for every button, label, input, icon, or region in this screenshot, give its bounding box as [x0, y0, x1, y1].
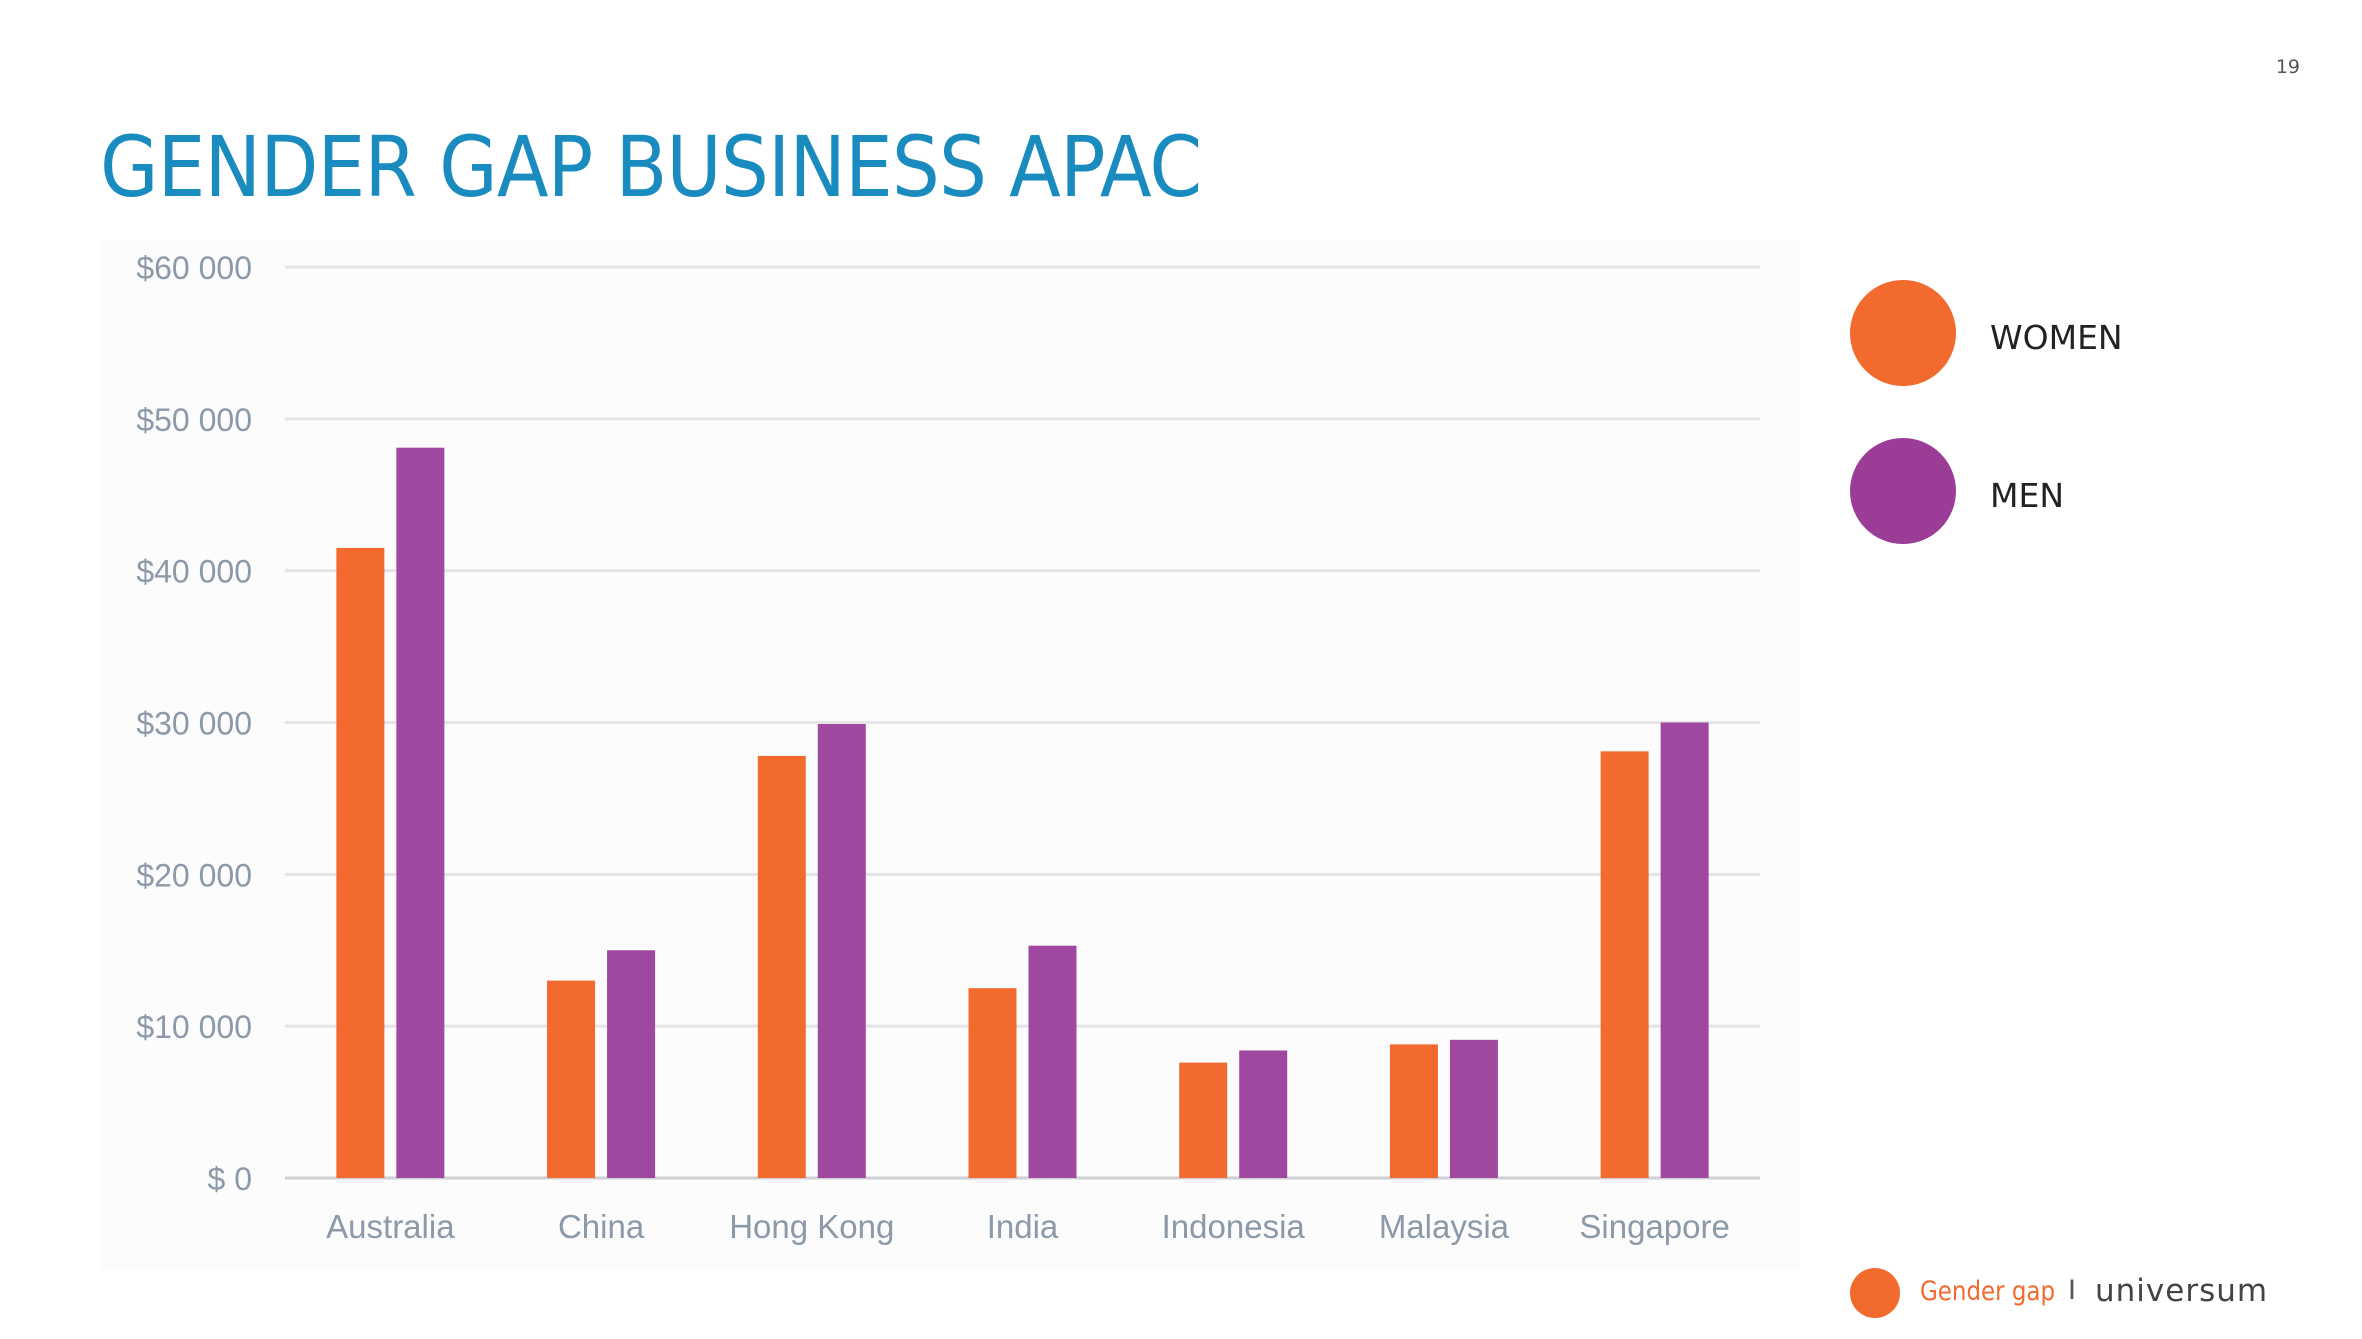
x-tick-label: Australia: [326, 1208, 455, 1245]
bar-women-indonesia: [1179, 1062, 1228, 1178]
y-tick-label: $50 000: [136, 402, 252, 438]
bar-men-hong-kong: [817, 724, 866, 1178]
chart-panel: $ 0 $10 000 $20 000 $30 000 $40 000 $50 000 $6…: [100, 240, 1800, 1270]
bar-men-china: [607, 950, 656, 1178]
bar-women-hong-kong: [757, 755, 806, 1178]
page-title: GENDER GAP BUSINESS APAC: [100, 118, 1202, 216]
y-tick-label: $40 000: [136, 554, 252, 590]
x-tick-label: Hong Kong: [729, 1208, 894, 1245]
legend-swatch-men: [1850, 438, 1956, 544]
y-tick-label: $10 000: [136, 1009, 252, 1045]
legend-label-men: MEN: [1990, 476, 2065, 515]
bar-women-singapore: [1600, 751, 1649, 1178]
y-tick-label: $ 0: [208, 1161, 252, 1197]
legend-label-women: WOMEN: [1990, 318, 2123, 357]
page-number: 19: [2275, 56, 2300, 78]
footer-separator: I: [2068, 1275, 2076, 1306]
bar-men-indonesia: [1239, 1050, 1288, 1178]
y-tick-label: $60 000: [136, 250, 252, 286]
x-tick-label: China: [558, 1208, 645, 1245]
x-tick-label: Indonesia: [1162, 1208, 1306, 1245]
bar-men-singapore: [1660, 722, 1709, 1178]
y-tick-label: $20 000: [136, 857, 252, 893]
x-tick-label: India: [987, 1208, 1059, 1245]
x-tick-label: Singapore: [1579, 1208, 1729, 1245]
footer-label: Gender gap: [1920, 1276, 2056, 1307]
bar-men-australia: [396, 447, 445, 1179]
bar-men-india: [1028, 945, 1077, 1178]
bar-chart: $ 0 $10 000 $20 000 $30 000 $40 000 $50 000 $6…: [136, 250, 1760, 1245]
bar-women-china: [547, 980, 596, 1178]
brand-logo: universum: [2095, 1273, 2269, 1309]
bar-women-india: [968, 988, 1017, 1178]
legend-swatch-women: [1850, 280, 1956, 386]
bar-women-malaysia: [1389, 1044, 1438, 1178]
x-tick-label: Malaysia: [1379, 1208, 1510, 1245]
bar-men-malaysia: [1449, 1039, 1498, 1178]
y-tick-label: $30 000: [136, 706, 252, 742]
footer-dot: [1850, 1268, 1900, 1318]
bar-women-australia: [336, 547, 385, 1178]
